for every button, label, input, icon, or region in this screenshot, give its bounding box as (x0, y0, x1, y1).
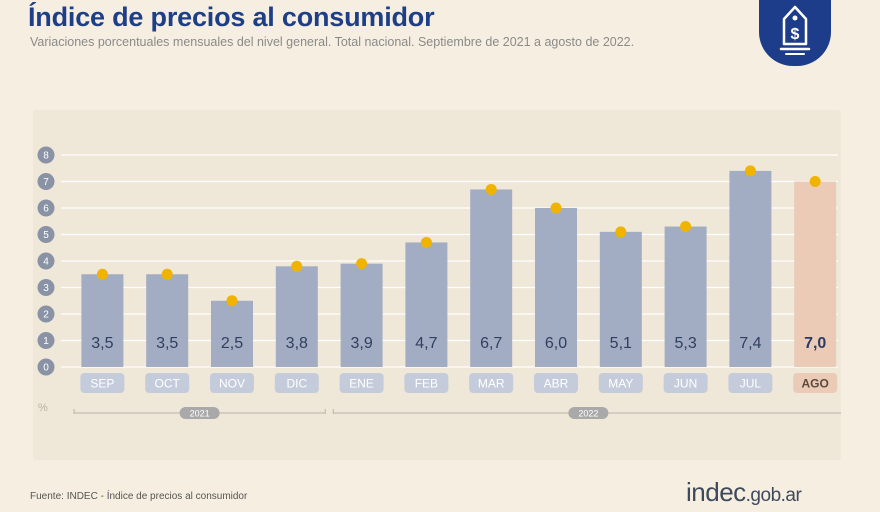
price-tag-dollar-icon: $ (779, 5, 811, 55)
marker-point (485, 183, 497, 195)
value-label: 3,5 (156, 335, 178, 352)
year-pill (568, 407, 609, 419)
category-label: ABR (544, 377, 569, 391)
y-tick-marker (37, 173, 55, 190)
page-title: Índice de precios al consumidor (28, 2, 435, 32)
category-pill (210, 373, 254, 393)
indec-logo: indec.gob.ar (686, 477, 802, 508)
bar-jun (664, 226, 707, 367)
marker-point (420, 236, 432, 248)
bar-nov (211, 300, 253, 367)
marker-point (744, 165, 756, 177)
y-tick-label: 8 (43, 151, 49, 162)
category-label: MAY (608, 377, 633, 391)
value-label: 7,4 (739, 335, 761, 352)
y-tick-label: 4 (43, 257, 49, 268)
bar-abr (535, 208, 577, 367)
indec-badge: $ (759, 0, 831, 66)
page-subtitle: Variaciones porcentuales mensuales del n… (30, 35, 635, 49)
brand-main: indec (686, 477, 746, 507)
value-label: 4,7 (415, 335, 437, 352)
y-tick-label: 1 (43, 336, 49, 347)
y-tick-marker (37, 252, 55, 270)
y-tick-marker (37, 332, 55, 349)
value-label: 7,0 (804, 335, 826, 352)
category-label: OCT (155, 377, 181, 391)
marker-point (680, 221, 692, 233)
dollar-glyph: $ (791, 26, 800, 43)
bar-mar (470, 189, 513, 367)
category-label: JUN (674, 377, 697, 391)
bar-oct (146, 274, 189, 367)
category-pill (534, 373, 578, 393)
bar-ago (794, 181, 837, 367)
y-tick-label: 2 (43, 310, 49, 321)
marker-point (550, 202, 562, 214)
category-pill (274, 373, 319, 393)
brand-suffix: .gob.ar (745, 485, 802, 506)
bar-sep (81, 274, 124, 367)
bar-chart: 0 1 2 3 4 5 6 7 8% 3,5 SEP 3,5 OCT 2,5 NOV 3,8 DIC 3,9 ENE… (37, 146, 841, 419)
marker-point (96, 268, 108, 280)
value-label: 6,0 (545, 335, 567, 352)
category-label: MAR (478, 377, 505, 391)
marker-point (161, 268, 173, 280)
y-tick-label: 7 (43, 177, 49, 188)
value-label: 5,3 (674, 335, 696, 352)
category-label: ENE (349, 377, 374, 391)
y-tick-marker (37, 199, 55, 217)
bar-jul (729, 170, 772, 367)
y-axis-unit-label: % (38, 402, 48, 414)
bar-ene (340, 263, 383, 367)
y-tick-marker (37, 305, 55, 323)
category-pill (793, 373, 838, 393)
y-tick-marker (37, 358, 55, 376)
category-pill (663, 373, 708, 393)
value-label: 2,5 (221, 335, 243, 352)
y-tick-label: 5 (43, 230, 49, 241)
value-label: 3,5 (91, 335, 113, 352)
marker-point (356, 258, 368, 270)
y-tick-label: 6 (43, 204, 49, 215)
bar-feb (405, 242, 448, 367)
y-tick-marker (37, 146, 55, 164)
year-pill (179, 407, 220, 419)
category-pill (80, 373, 125, 393)
category-label: JUL (740, 377, 762, 391)
year-label: 2021 (190, 409, 210, 419)
value-label: 3,8 (286, 335, 308, 352)
chart-panel: 0 1 2 3 4 5 6 7 8% 3,5 SEP 3,5 OCT 2,5 NOV 3,8 DIC 3,9 ENE… (33, 110, 841, 460)
marker-point (291, 260, 303, 272)
y-tick-label: 0 (43, 363, 49, 374)
bar-may (599, 231, 642, 367)
category-label: DIC (286, 377, 307, 391)
category-pill (339, 373, 384, 393)
category-pill (404, 373, 449, 393)
category-pill (145, 373, 190, 393)
y-tick-marker (37, 279, 55, 296)
category-label: AGO (802, 377, 829, 391)
year-label: 2022 (578, 409, 598, 419)
marker-point (615, 226, 627, 238)
category-label: FEB (415, 377, 438, 391)
y-tick-label: 3 (43, 283, 49, 294)
marker-point (809, 176, 821, 187)
bar-dic (275, 266, 318, 367)
value-label: 3,9 (350, 335, 372, 352)
category-pill (598, 373, 643, 393)
category-label: SEP (90, 377, 114, 391)
category-pill (469, 373, 514, 393)
marker-point (226, 295, 238, 307)
value-label: 5,1 (610, 335, 632, 352)
y-tick-marker (37, 226, 55, 243)
category-label: NOV (219, 377, 245, 391)
category-pill (728, 373, 773, 393)
source-note: Fuente: INDEC - Índice de precios al con… (30, 491, 248, 502)
value-label: 6,7 (480, 335, 502, 352)
